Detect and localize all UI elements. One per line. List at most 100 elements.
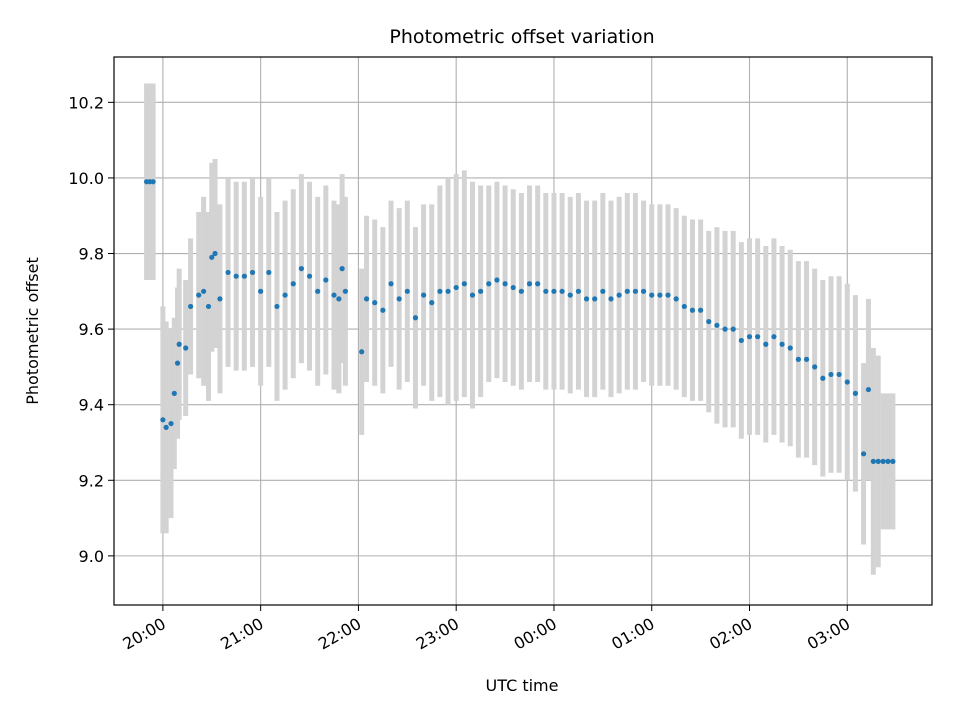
data-point xyxy=(274,303,280,310)
data-point xyxy=(543,288,549,294)
data-point xyxy=(795,356,801,362)
y-tick-label: 10.0 xyxy=(68,169,104,188)
y-tick-label: 9.4 xyxy=(79,396,104,415)
data-point xyxy=(266,269,272,276)
data-point xyxy=(779,341,785,347)
data-point xyxy=(342,288,348,294)
data-point xyxy=(673,296,679,302)
data-point xyxy=(875,458,881,464)
data-point xyxy=(575,288,582,294)
data-point xyxy=(787,345,793,351)
data-point xyxy=(763,341,769,347)
data-point xyxy=(624,288,630,294)
data-point xyxy=(396,296,402,302)
data-point xyxy=(559,288,565,294)
data-point xyxy=(722,326,728,332)
data-point xyxy=(461,281,467,287)
y-tick-label: 9.8 xyxy=(79,245,104,264)
data-point xyxy=(445,288,451,294)
data-point xyxy=(249,269,256,276)
data-point xyxy=(551,288,557,294)
data-point xyxy=(174,360,181,366)
y-axis-ticks: 9.0 9.2 9.4 9.6 9.8 10.0 10.2 xyxy=(68,93,114,566)
data-point xyxy=(860,451,867,457)
y-tick-label: 9.0 xyxy=(79,547,104,566)
data-point xyxy=(518,288,524,294)
data-point xyxy=(469,292,476,298)
data-point xyxy=(657,292,663,298)
y-tick-label: 10.2 xyxy=(68,93,104,112)
data-point xyxy=(421,292,427,298)
data-point xyxy=(212,250,218,257)
data-point xyxy=(217,296,223,302)
data-point xyxy=(453,284,459,291)
data-point xyxy=(640,288,647,294)
data-point xyxy=(233,273,239,279)
data-point xyxy=(865,386,872,393)
data-point xyxy=(323,277,329,283)
y-tick-label: 9.2 xyxy=(79,471,104,490)
data-point xyxy=(298,266,304,272)
data-point xyxy=(183,345,189,351)
data-point xyxy=(388,281,394,287)
data-point xyxy=(890,458,896,464)
data-point xyxy=(714,322,720,328)
data-point xyxy=(583,296,590,302)
data-point xyxy=(510,284,516,291)
data-point xyxy=(567,292,573,298)
data-point xyxy=(201,288,207,294)
data-point xyxy=(836,371,842,378)
data-point xyxy=(478,288,484,294)
data-point xyxy=(359,349,365,355)
data-point xyxy=(282,292,288,298)
data-point xyxy=(632,288,639,294)
data-point xyxy=(187,303,194,310)
grid-lines xyxy=(114,57,932,605)
data-point xyxy=(755,334,761,340)
data-point xyxy=(429,300,435,306)
data-point xyxy=(526,281,533,287)
data-point xyxy=(150,179,156,185)
data-point xyxy=(820,375,826,381)
data-point xyxy=(771,334,777,340)
data-point xyxy=(803,356,810,362)
data-point xyxy=(315,288,321,294)
data-point xyxy=(196,292,202,298)
data-point xyxy=(171,390,177,396)
data-point xyxy=(209,254,215,260)
data-point xyxy=(828,371,834,378)
plot-frame xyxy=(113,56,933,606)
data-point xyxy=(380,307,386,313)
data-point xyxy=(852,390,859,396)
y-tick-label: 9.6 xyxy=(79,320,104,339)
data-points xyxy=(143,179,896,464)
data-point xyxy=(681,303,687,310)
data-point xyxy=(225,269,231,276)
chart-title: Photometric offset variation xyxy=(389,26,654,48)
data-point xyxy=(665,292,671,298)
data-point xyxy=(363,296,370,302)
data-point xyxy=(844,379,850,385)
data-point xyxy=(290,281,296,287)
data-point xyxy=(372,300,378,306)
data-point xyxy=(535,281,541,287)
data-point xyxy=(176,341,182,347)
data-point xyxy=(412,315,419,321)
data-point xyxy=(698,307,704,313)
data-point xyxy=(608,296,614,302)
data-point xyxy=(885,458,891,464)
data-point xyxy=(168,420,174,427)
data-point xyxy=(163,424,169,430)
x-axis-title: UTC time xyxy=(486,676,559,695)
data-point xyxy=(502,281,508,287)
data-point xyxy=(205,303,212,310)
data-point xyxy=(730,326,736,332)
data-point xyxy=(706,318,712,325)
y-axis-title: Photometric offset xyxy=(23,257,42,405)
data-point xyxy=(649,292,655,298)
data-point xyxy=(306,273,313,279)
data-point xyxy=(592,296,598,302)
data-point xyxy=(404,288,410,294)
data-point xyxy=(339,266,345,272)
